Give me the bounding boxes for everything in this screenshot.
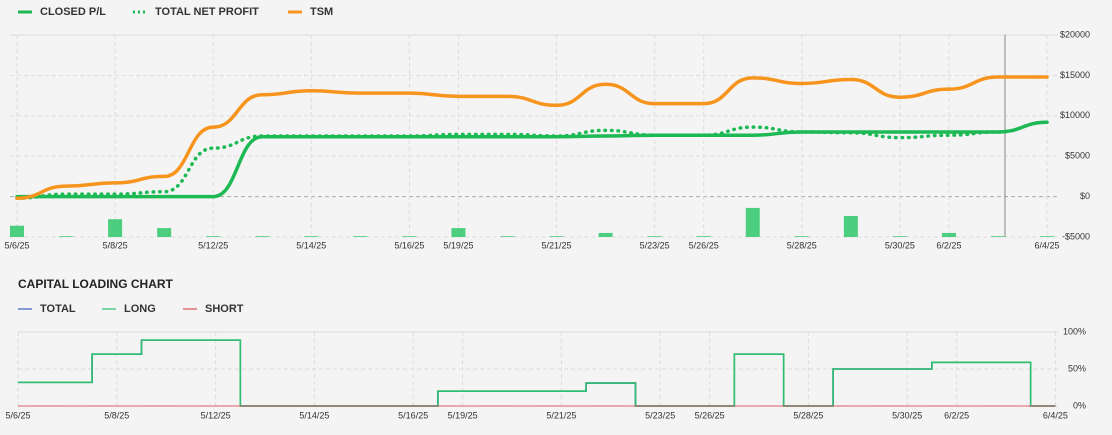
legend-label: SHORT xyxy=(205,303,244,315)
y-tick-label: $10000 xyxy=(1060,110,1090,120)
x-tick-label: 5/23/25 xyxy=(645,410,675,420)
x-tick-label: 5/26/25 xyxy=(695,410,725,420)
x-tick-label: 5/26/25 xyxy=(689,240,719,250)
x-tick-label: 5/12/25 xyxy=(201,410,231,420)
bar xyxy=(402,236,417,237)
chart-title: CAPITAL LOADING CHART xyxy=(18,277,174,291)
x-tick-label: 5/8/25 xyxy=(104,410,129,420)
legend-label: CLOSED P/L xyxy=(40,6,106,18)
bar xyxy=(500,236,515,237)
y-tick-label: $0 xyxy=(1080,191,1090,201)
legend-label: TOTAL NET PROFIT xyxy=(155,6,259,18)
bar xyxy=(157,228,172,237)
bar xyxy=(941,232,956,237)
x-tick-label: 5/30/25 xyxy=(892,410,922,420)
x-tick-label: 5/19/25 xyxy=(443,240,473,250)
bar xyxy=(206,236,221,237)
legend-label: TSM xyxy=(310,6,333,18)
x-tick-label: 5/16/25 xyxy=(394,240,424,250)
x-tick-label: 6/2/25 xyxy=(944,410,969,420)
legend-label: TOTAL xyxy=(40,303,76,315)
y-tick-label: $5000 xyxy=(1065,151,1090,161)
x-tick-label: 5/8/25 xyxy=(103,240,128,250)
y-tick-label: 100% xyxy=(1063,326,1086,336)
bar xyxy=(10,225,24,237)
x-tick-label: 5/14/25 xyxy=(299,410,329,420)
series-line xyxy=(18,339,1056,407)
x-tick-label: 5/19/25 xyxy=(448,410,478,420)
bar xyxy=(745,207,760,237)
x-tick-label: 5/21/25 xyxy=(546,410,576,420)
bar xyxy=(304,236,319,237)
bar xyxy=(794,236,809,237)
x-tick-label: 5/6/25 xyxy=(4,240,29,250)
x-tick-label: 5/23/25 xyxy=(640,240,670,250)
bar xyxy=(1040,236,1055,237)
bar xyxy=(549,236,564,237)
bar xyxy=(892,236,907,237)
bar xyxy=(255,236,270,237)
x-tick-label: 6/4/25 xyxy=(1035,240,1060,250)
x-tick-label: 5/28/25 xyxy=(787,240,817,250)
bar xyxy=(451,228,466,237)
bar xyxy=(59,236,74,237)
x-tick-label: 6/2/25 xyxy=(936,240,961,250)
x-tick-label: 5/6/25 xyxy=(5,410,30,420)
x-tick-label: 5/21/25 xyxy=(542,240,572,250)
bar xyxy=(696,236,711,237)
x-tick-label: 5/28/25 xyxy=(793,410,823,420)
series-line xyxy=(15,75,1049,200)
x-tick-label: 5/12/25 xyxy=(198,240,228,250)
y-tick-label: 0% xyxy=(1073,400,1086,410)
x-tick-label: 5/14/25 xyxy=(296,240,326,250)
bar xyxy=(991,236,1005,237)
bar xyxy=(598,232,613,237)
y-tick-label: 50% xyxy=(1068,363,1086,373)
series-line xyxy=(15,120,1049,199)
y-tick-label: -$5000 xyxy=(1062,231,1090,241)
legend-label: LONG xyxy=(124,303,156,315)
bar xyxy=(353,236,368,237)
y-tick-label: $15000 xyxy=(1060,70,1090,80)
series-line xyxy=(15,120,1049,200)
y-tick-label: $20000 xyxy=(1060,29,1090,39)
x-tick-label: 5/16/25 xyxy=(398,410,428,420)
bar xyxy=(108,219,123,237)
x-tick-label: 5/30/25 xyxy=(885,240,915,250)
x-tick-label: 6/4/25 xyxy=(1043,410,1068,420)
bar xyxy=(843,215,858,237)
bar xyxy=(647,236,662,237)
